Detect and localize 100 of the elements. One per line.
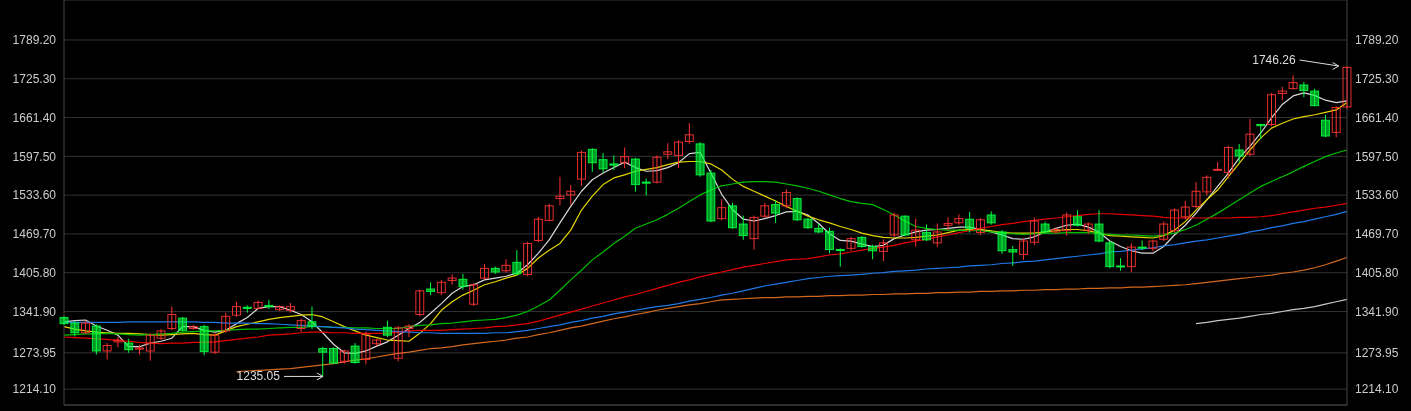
candlestick (695, 141, 705, 178)
candlestick (1288, 74, 1298, 90)
candlestick (70, 320, 80, 337)
candlestick (609, 154, 619, 171)
candlestick (620, 147, 630, 169)
y2-tick-label: 1341.90 (1355, 304, 1399, 319)
candlestick (749, 215, 759, 251)
y2-tick-label: 1469.70 (1355, 227, 1399, 242)
candlestick (210, 332, 220, 355)
candlestick (965, 211, 975, 234)
candlestick (361, 331, 371, 365)
candlestick (587, 147, 597, 173)
candlestick (577, 150, 586, 187)
candlestick (124, 338, 134, 354)
candlestick (1148, 239, 1158, 252)
candlestick (490, 266, 500, 275)
y2-tick-label: 1789.20 (1355, 33, 1399, 48)
y2-tick-label: 1533.60 (1355, 188, 1399, 203)
annotation: 1235.05 (236, 369, 281, 384)
candlestick (1170, 207, 1179, 234)
candlestick (533, 216, 543, 243)
candlestick (684, 122, 694, 145)
y-tick-label: 1789.20 (12, 33, 57, 48)
candlestick (512, 249, 522, 277)
candlestick (1320, 114, 1330, 138)
candlestick (857, 235, 867, 249)
candlestick (1105, 240, 1115, 269)
candlestick (1094, 209, 1104, 243)
y2-tick-label: 1597.50 (1355, 149, 1399, 164)
candlestick (1256, 123, 1266, 140)
y2-tick-label: 1405.80 (1355, 266, 1399, 281)
candlestick (1299, 81, 1309, 98)
candlestick (1234, 143, 1244, 164)
candlestick (329, 346, 338, 365)
candlestick (501, 258, 511, 274)
candlestick (932, 222, 942, 248)
candlestick (641, 178, 651, 197)
candlestick (415, 289, 425, 317)
y-tick-label: 1341.90 (12, 304, 57, 319)
candlestick (1008, 245, 1018, 267)
candlestick (781, 188, 791, 209)
candlestick (318, 346, 328, 377)
candlestick (889, 212, 899, 238)
candlestick (1310, 88, 1320, 107)
candlestick (1159, 221, 1169, 242)
candlestick (943, 216, 953, 231)
line-series (235, 256, 1348, 373)
candlestick (1267, 92, 1276, 127)
candlestick (900, 215, 910, 237)
candlestick (792, 196, 802, 222)
candlestick (1126, 242, 1136, 273)
candlestick (878, 238, 888, 262)
candlestick (307, 306, 317, 330)
candlestick (738, 215, 748, 241)
candlestick (1073, 209, 1082, 227)
candlestick (1223, 145, 1233, 180)
candlestick (717, 198, 727, 221)
candlestick (835, 247, 845, 268)
candlestick (771, 199, 781, 224)
y2-tick-label: 1214.10 (1355, 382, 1399, 397)
candlestick (630, 157, 640, 193)
candlestick (706, 169, 716, 223)
candlestick (1019, 238, 1029, 261)
candlestick (426, 281, 436, 296)
candlestick (846, 236, 856, 252)
candlestick (954, 213, 964, 226)
candlestick (102, 342, 112, 360)
candlestick (1040, 221, 1050, 234)
candlestick (911, 218, 921, 248)
candlestick (523, 241, 533, 277)
y-tick-label: 1214.10 (12, 382, 57, 397)
y2-tick-label: 1273.95 (1355, 346, 1399, 361)
candlestick (91, 323, 101, 356)
candlestick (868, 244, 878, 260)
candlestick (803, 217, 813, 230)
candlestick (814, 222, 824, 234)
annotation: 1746.26 (1252, 53, 1296, 68)
candlestick (1137, 239, 1147, 251)
candlestick (199, 324, 209, 356)
candlestick (652, 154, 662, 184)
y-tick-label: 1597.50 (12, 149, 57, 164)
candlestick (253, 300, 263, 310)
candlestick (674, 139, 683, 169)
candlestick (728, 202, 737, 230)
y2-tick-label: 1661.40 (1355, 110, 1399, 125)
candlestick (469, 282, 479, 307)
candlestick (221, 312, 231, 334)
candlestick (997, 229, 1007, 255)
candlestick (350, 342, 360, 365)
candlestick (382, 320, 392, 338)
candlestick (264, 299, 274, 310)
candlestick (113, 336, 123, 348)
candlestick (1116, 257, 1126, 272)
candlestick (59, 315, 69, 326)
y2-tick-label: 1725.30 (1355, 72, 1399, 87)
candlestick (1029, 216, 1039, 246)
candlestick (458, 273, 468, 291)
y-tick-label: 1533.60 (12, 188, 57, 203)
y-tick-label: 1469.70 (12, 227, 57, 242)
candlestick (447, 273, 457, 286)
